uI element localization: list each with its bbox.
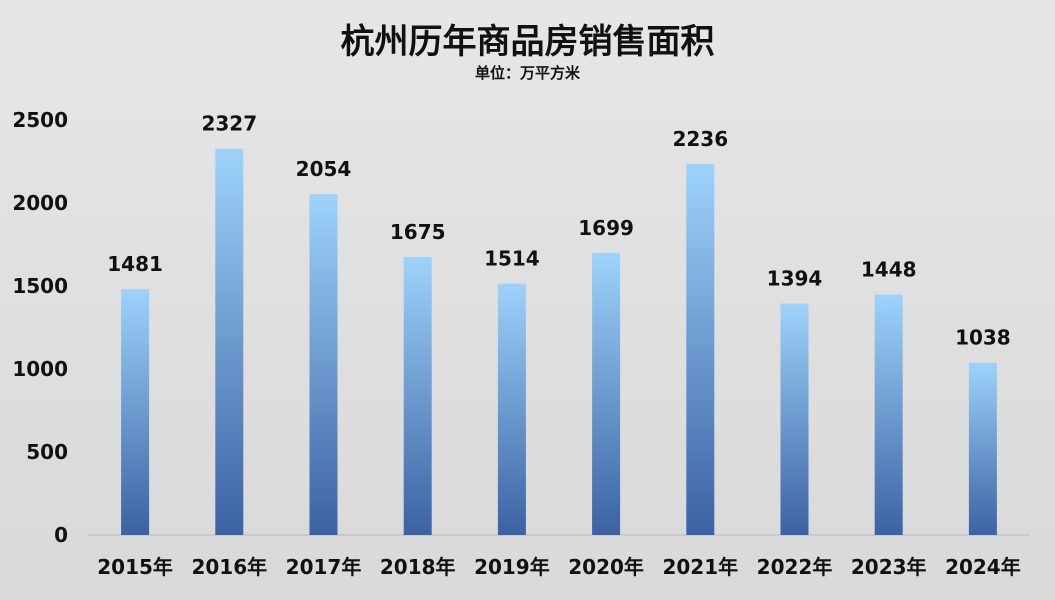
y-tick-label: 500: [26, 440, 68, 464]
chart-title: 杭州历年商品房销售面积: [340, 22, 715, 62]
data-label: 1699: [578, 216, 634, 240]
x-tick-label: 2024年: [945, 555, 1021, 579]
bar: [497, 283, 526, 535]
x-tick-label: 2018年: [380, 555, 456, 579]
data-label: 2327: [201, 112, 257, 136]
data-label: 1448: [861, 258, 917, 282]
bar: [215, 148, 244, 535]
y-tick-label: 2500: [12, 108, 68, 132]
y-tick-label: 1000: [12, 357, 68, 381]
bar: [121, 289, 150, 535]
x-tick-label: 2021年: [662, 555, 738, 579]
bar: [309, 194, 338, 535]
x-tick-label: 2017年: [286, 555, 362, 579]
data-label: 1481: [107, 252, 163, 276]
x-tick-label: 2015年: [97, 555, 173, 579]
bar: [968, 362, 997, 535]
x-tick-label: 2016年: [191, 555, 267, 579]
chart-subtitle: 单位：万平方米: [474, 64, 580, 82]
x-tick-label: 2019年: [474, 555, 550, 579]
x-tick-label: 2020年: [568, 555, 644, 579]
bar: [592, 252, 621, 535]
bar: [403, 256, 432, 535]
bar: [780, 303, 809, 535]
y-tick-label: 1500: [12, 274, 68, 298]
bar: [686, 163, 715, 535]
data-label: 1514: [484, 247, 540, 271]
y-tick-label: 2000: [12, 191, 68, 215]
y-tick-label: 0: [54, 523, 68, 547]
x-tick-label: 2022年: [757, 555, 833, 579]
bar: [874, 294, 903, 535]
data-label: 2236: [672, 127, 728, 151]
x-tick-label: 2023年: [851, 555, 927, 579]
data-label: 2054: [296, 157, 352, 181]
data-label: 1394: [767, 267, 823, 291]
data-label: 1038: [955, 326, 1011, 350]
data-label: 1675: [390, 220, 446, 244]
